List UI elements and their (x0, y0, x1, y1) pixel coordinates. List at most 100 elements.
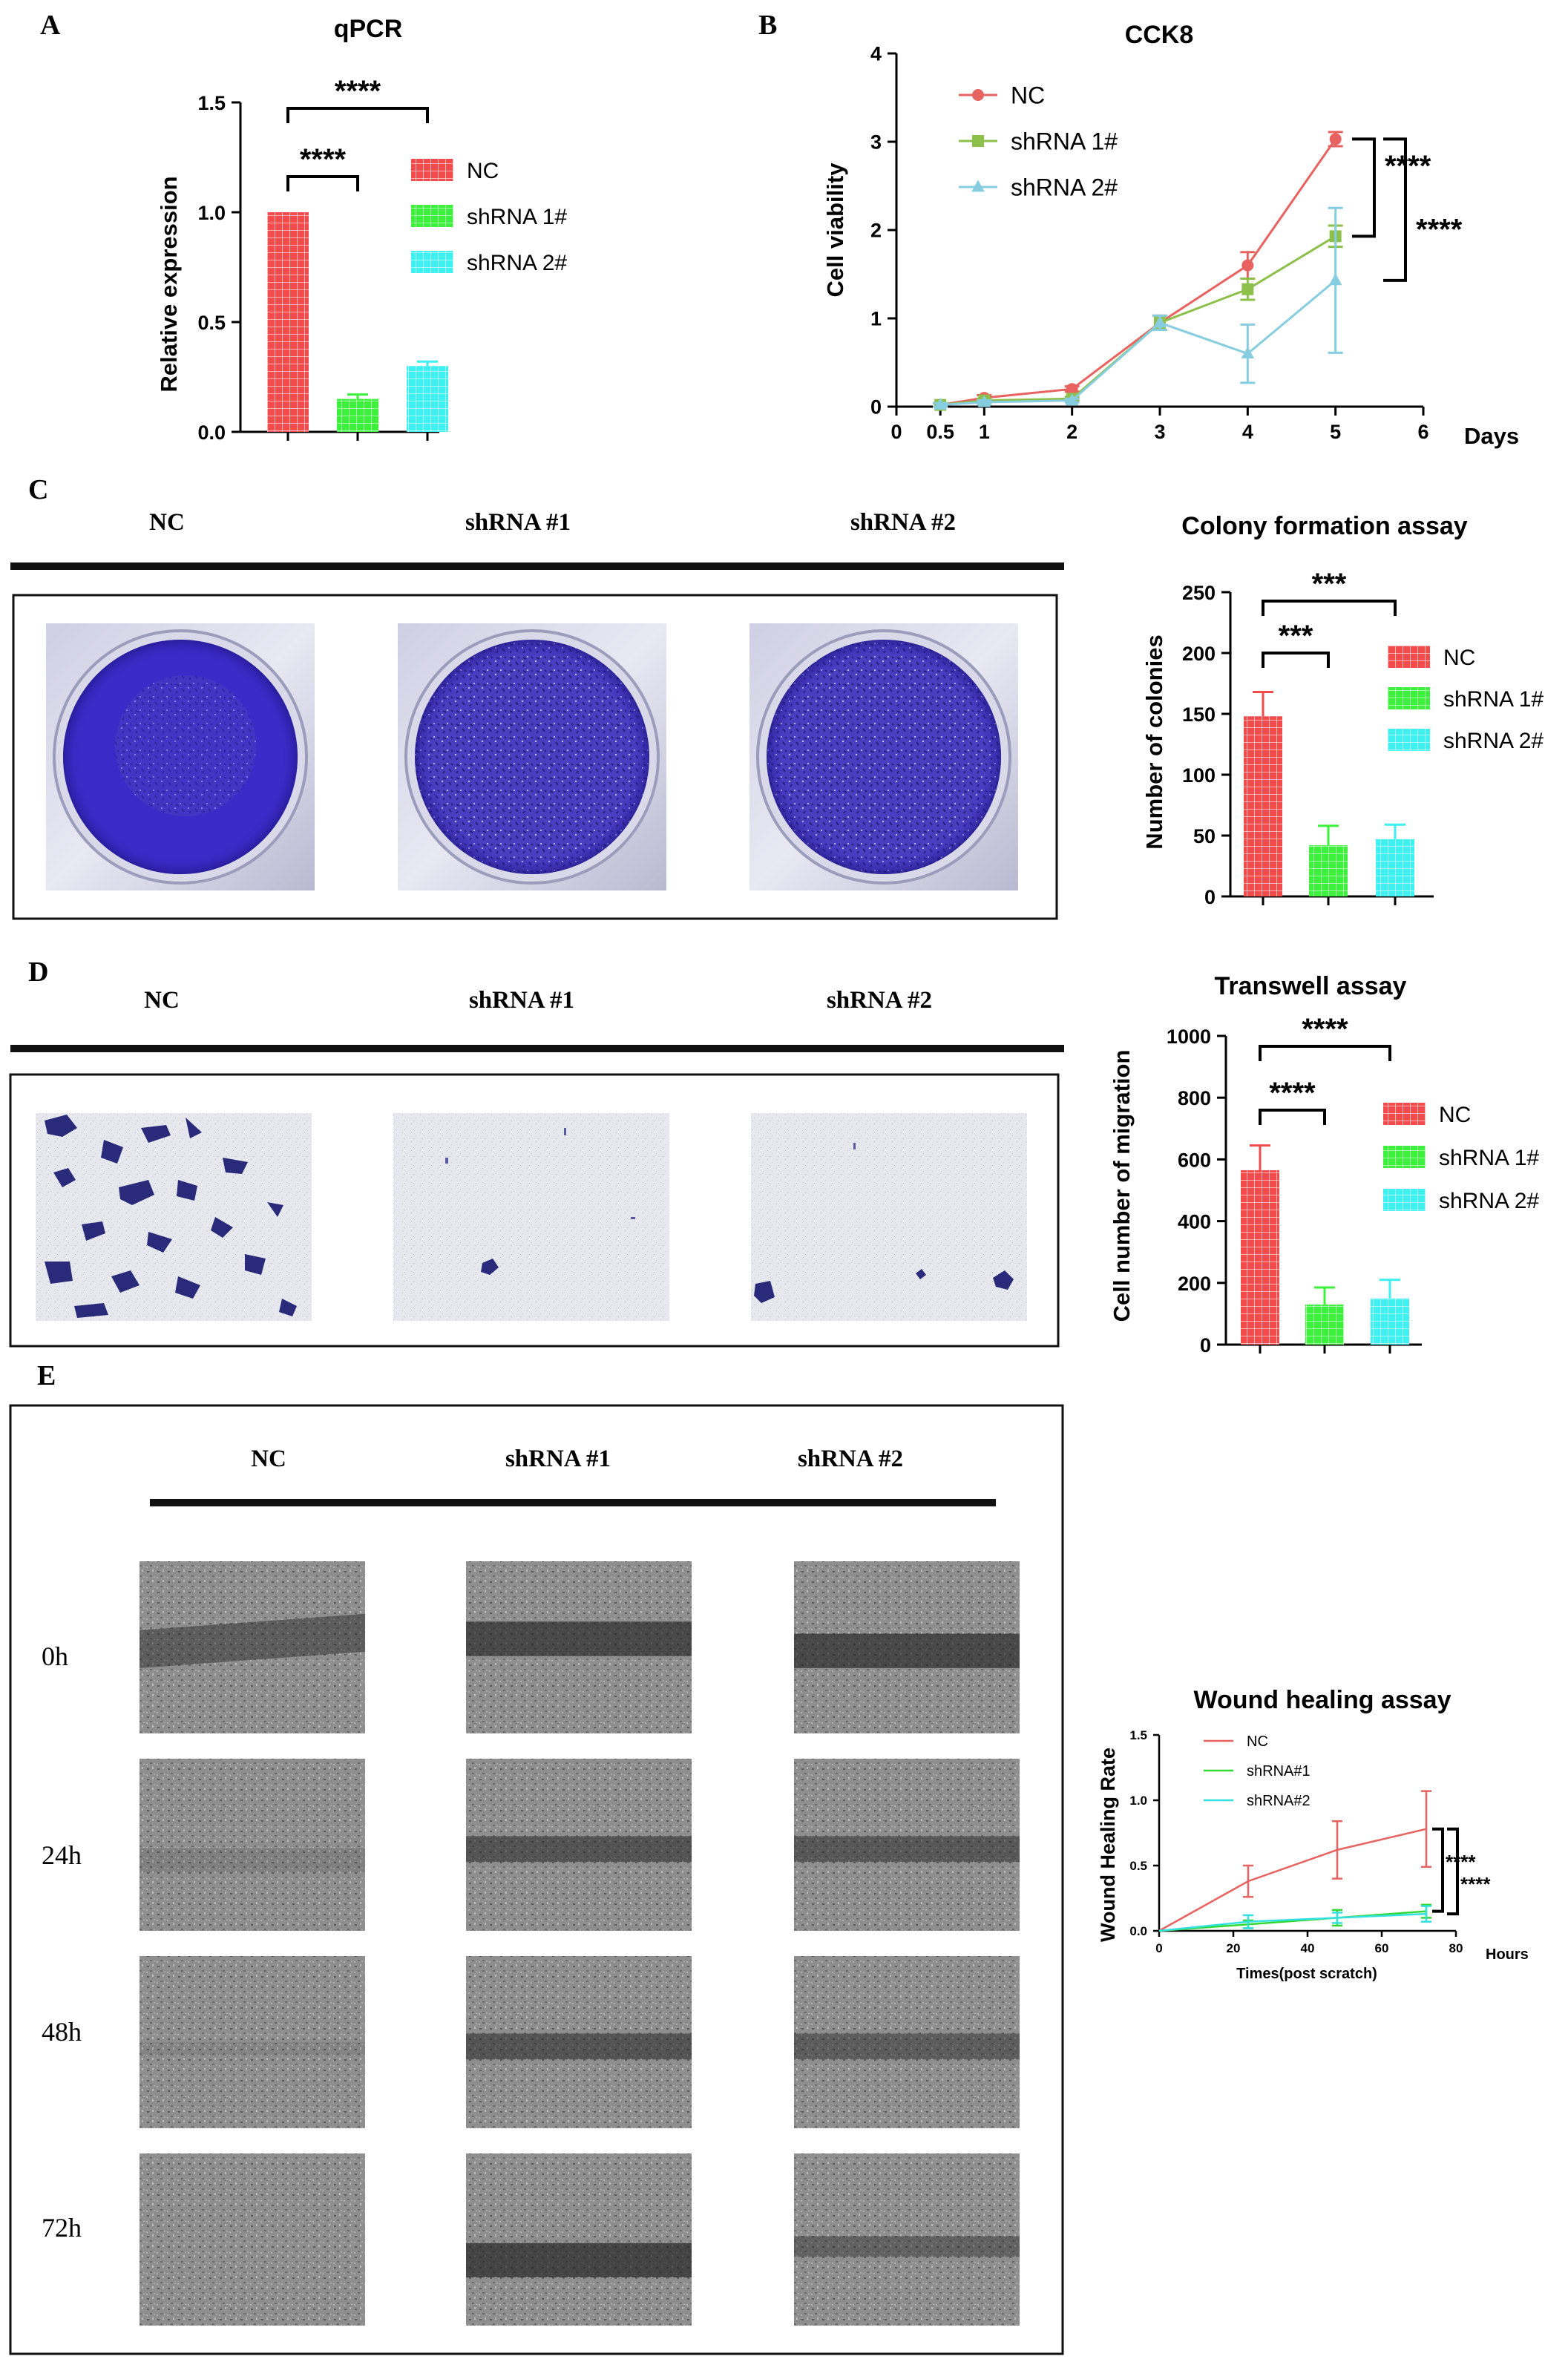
qpcr-legend-swatch-2 (411, 251, 453, 273)
wound-significance-0: **** (1446, 1851, 1476, 1873)
colony-well-sh2 (749, 623, 1018, 890)
wound-y-tick-label: 0.0 (1129, 1924, 1147, 1938)
wound-scratch-gap (140, 2042, 365, 2056)
cck8-significance-1: **** (1416, 214, 1463, 246)
wound-scratch-gap (794, 2236, 1020, 2257)
wound-significance-1: **** (1460, 1873, 1491, 1895)
wound-image-background (140, 1956, 365, 2128)
cck8-point (1066, 383, 1078, 396)
wound-scratch-gap (140, 2240, 365, 2243)
colony-legend-swatch-2 (1388, 729, 1430, 751)
panel-c-group-nc: NC (149, 509, 185, 536)
wound-image-background (140, 1759, 365, 1931)
colony-legend-swatch-1 (1388, 687, 1430, 709)
colony-significance-1: *** (1312, 568, 1347, 600)
wound-line-chart: Wound healing assay Wound Healing Rate T… (1097, 1686, 1529, 1982)
panel-d-group-nc: NC (144, 987, 180, 1014)
colony-legend-label-0: NC (1443, 646, 1475, 670)
wound-legend-label-0: NC (1247, 1733, 1268, 1750)
wound-series-line-0 (1158, 1828, 1427, 1932)
panel-letter-d: D (28, 957, 48, 988)
cck8-x-tick-label: 0.5 (926, 421, 954, 443)
qpcr-significance-0: **** (300, 143, 347, 176)
wound-legend-label-1: shRNA#1 (1247, 1763, 1311, 1779)
cck8-legend-label-1: shRNA 1# (1011, 128, 1118, 155)
wound-image-1-2 (794, 1759, 1020, 1931)
wound-image-1-1 (466, 1759, 692, 1931)
panel-c-group-sh1: shRNA #1 (465, 509, 571, 536)
cck8-point (977, 395, 991, 407)
cck8-x-tick-label: 0 (890, 421, 902, 443)
colony-y-tick-label: 50 (1193, 825, 1216, 847)
wound-image-3-1 (466, 2153, 692, 2326)
colony-ylabel: Number of colonies (1141, 634, 1167, 849)
transwell-image-sh1 (393, 1113, 669, 1321)
wound-image-background (794, 2153, 1020, 2326)
cck8-x-tick-label: 5 (1330, 421, 1341, 443)
cck8-bracket-1 (1383, 137, 1407, 282)
transwell-bracket-1 (1259, 1045, 1391, 1061)
cck8-legend-marker-0 (972, 89, 984, 101)
transwell-legend-label-0: NC (1439, 1103, 1471, 1127)
wound-image-background (140, 1561, 365, 1733)
qpcr-y-tick-label: 1.5 (197, 92, 226, 114)
wound-ylabel: Wound Healing Rate (1097, 1748, 1119, 1942)
wound-title: Wound healing assay (1193, 1686, 1451, 1714)
wound-image-background (140, 2153, 365, 2326)
wound-legend-label-2: shRNA#2 (1247, 1793, 1311, 1809)
wound-image-2-2 (794, 1956, 1020, 2128)
colony-title: Colony formation assay (1181, 512, 1468, 540)
transwell-significance-0: **** (1269, 1077, 1316, 1109)
panel-d-group-sh2: shRNA #2 (827, 987, 932, 1014)
wound-image-background (794, 1759, 1020, 1931)
panel-letter-e: E (37, 1360, 56, 1391)
wound-scratch-gap (140, 1613, 365, 1668)
colony-significance-0: *** (1279, 620, 1313, 652)
panel-c-group-sh2: shRNA #2 (850, 509, 956, 536)
qpcr-ylabel: Relative expression (156, 176, 182, 392)
cck8-ylabel: Cell viability (822, 163, 848, 298)
transwell-y-tick-label: 0 (1200, 1334, 1211, 1356)
colony-bar-chart: Colony formation assay Number of colonie… (1141, 512, 1544, 908)
cck8-y-tick-label: 1 (870, 308, 882, 330)
timepoint-24h: 24h (42, 1840, 82, 1870)
cck8-series-line-2 (940, 279, 1336, 407)
wound-image-0-1 (466, 1561, 692, 1733)
transwell-bracket-0 (1259, 1109, 1326, 1125)
qpcr-bracket-1 (286, 107, 429, 123)
colony-legend-label-2: shRNA 2# (1443, 729, 1544, 753)
wound-image-background (794, 1956, 1020, 2128)
cck8-y-tick-label: 3 (870, 131, 882, 154)
colony-bar-0 (1244, 716, 1282, 896)
colony-y-tick-label: 100 (1182, 764, 1216, 787)
wound-image-background (466, 2153, 692, 2326)
transwell-legend-swatch-1 (1383, 1146, 1426, 1168)
transwell-legend-label-2: shRNA 2# (1439, 1189, 1539, 1213)
cck8-significance-0: **** (1385, 150, 1431, 183)
wound-image-grid (140, 1561, 1020, 2326)
wound-scratch-gap (140, 1848, 365, 1873)
qpcr-significance-1: **** (335, 75, 381, 108)
panel-c-divider (10, 562, 1064, 570)
cck8-legend-label-0: NC (1011, 82, 1045, 109)
panel-e-divider (150, 1499, 996, 1506)
colony-bracket-0 (1262, 652, 1330, 668)
wound-x-tick-label: 80 (1449, 1941, 1463, 1955)
cck8-point (1329, 133, 1342, 145)
qpcr-bar-2 (407, 366, 448, 432)
panel-letter-c: C (28, 474, 48, 505)
colony-bracket-1 (1262, 600, 1397, 616)
wound-bracket-1 (1447, 1827, 1459, 1916)
colony-legend-swatch-0 (1388, 646, 1430, 668)
wound-scratch-gap (794, 2033, 1020, 2060)
cck8-point (1065, 393, 1079, 406)
wound-image-1-0 (140, 1759, 365, 1931)
panel-e-group-sh1: shRNA #1 (505, 1446, 611, 1472)
wound-scratch-gap (466, 2243, 692, 2278)
cck8-legend-label-2: shRNA 2# (1011, 174, 1118, 201)
wound-xunit: Hours (1486, 1946, 1529, 1963)
panel-d-divider (10, 1045, 1064, 1052)
wound-image-3-2 (794, 2153, 1020, 2326)
cck8-x-tick-label: 4 (1242, 421, 1253, 443)
transwell-bar-chart: Transwell assay Cell number of migration… (1109, 972, 1539, 1356)
